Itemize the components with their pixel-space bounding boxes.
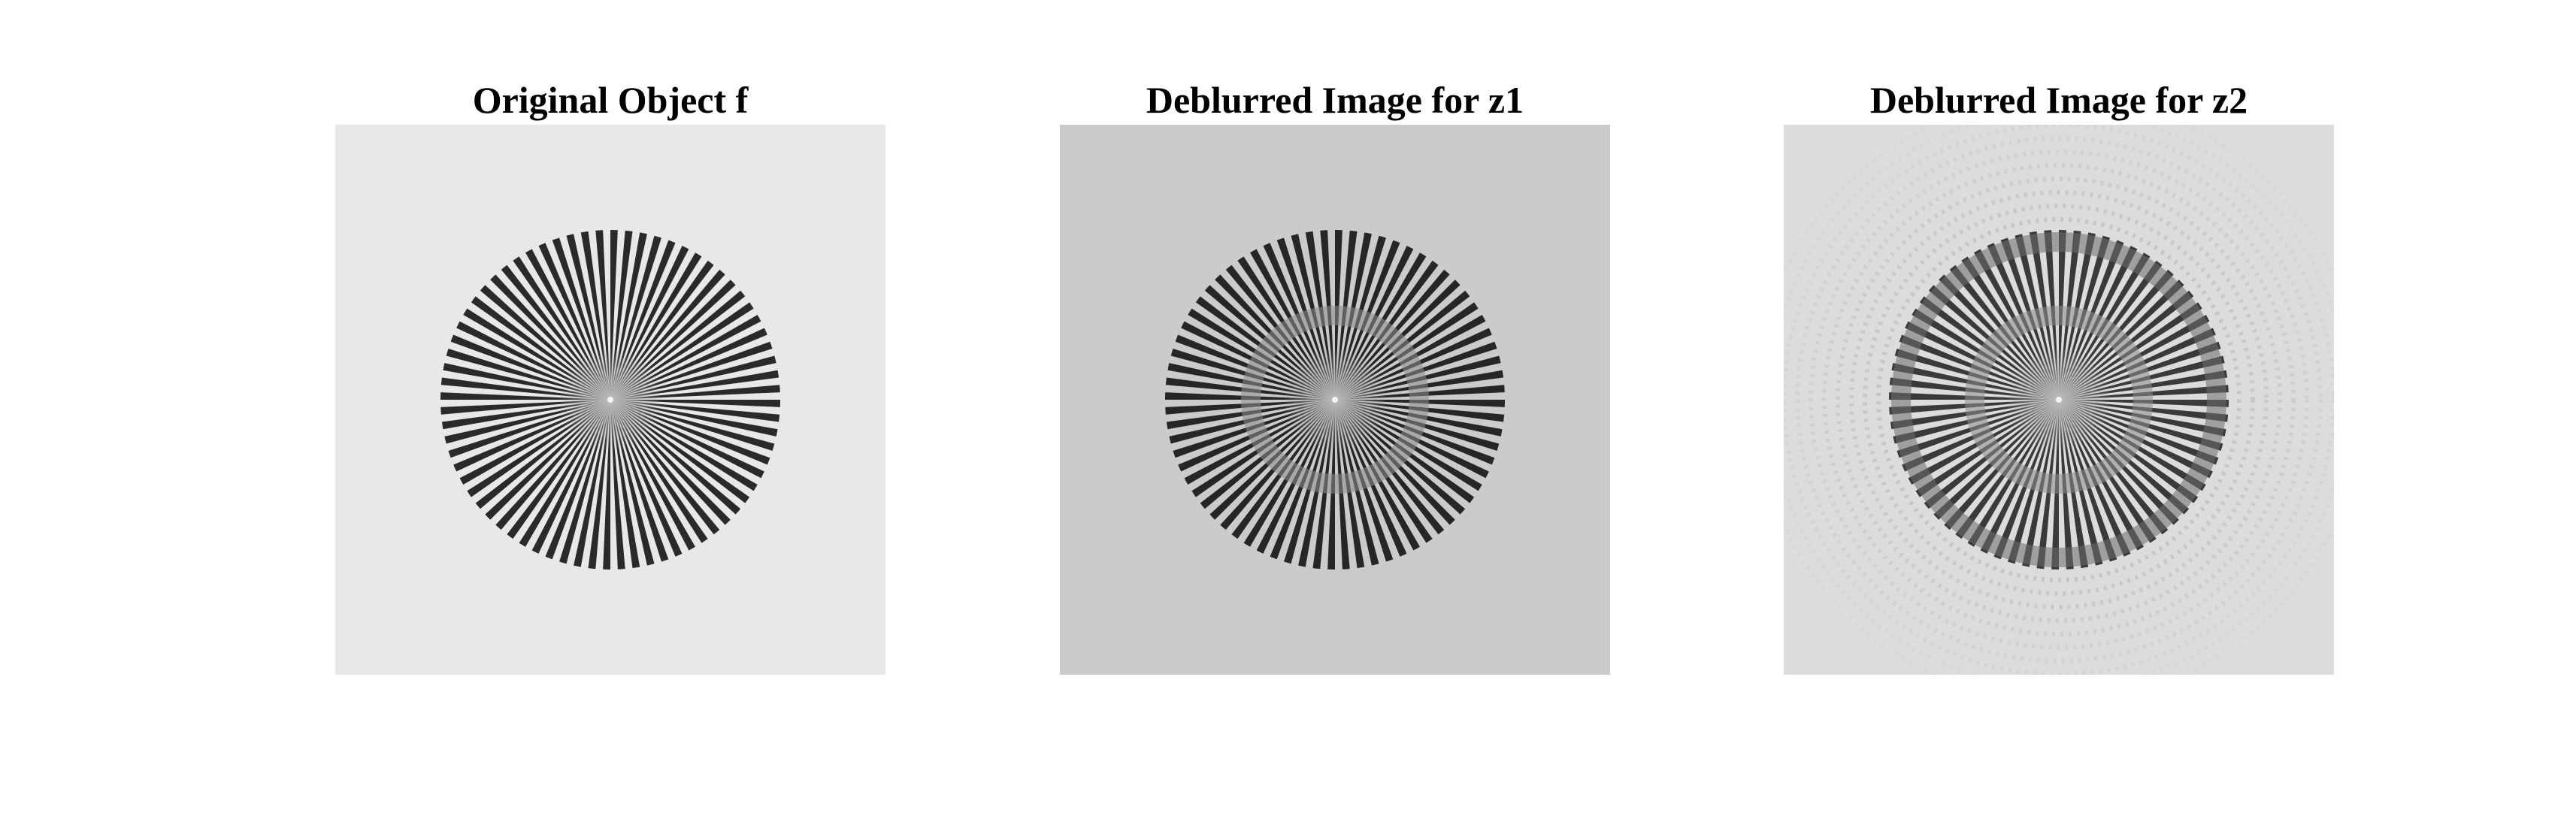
star-center-dot (1332, 397, 1338, 403)
deblurred-z1-image (1060, 125, 1610, 675)
panel-deblurred-z1: Deblurred Image for z1 (1060, 75, 1610, 675)
outer-ring-artifact (1891, 232, 2226, 567)
gray-ring-artifact (1965, 306, 2153, 494)
deblurred-z2-image (1784, 125, 2334, 675)
star-center-dot (607, 397, 613, 403)
panel-title: Deblurred Image for z2 (1869, 79, 2248, 121)
star-center-dot (2056, 397, 2062, 403)
gray-ring-artifact (1241, 306, 1429, 494)
panel-deblurred-z2: Deblurred Image for z2 (1784, 75, 2334, 675)
panel-title: Deblurred Image for z1 (1146, 79, 1524, 121)
ringing-artifacts (1784, 125, 2334, 675)
panel-original-object: Original Object f (335, 75, 885, 675)
panel-title: Original Object f (472, 79, 749, 121)
original-object-image (335, 125, 885, 675)
